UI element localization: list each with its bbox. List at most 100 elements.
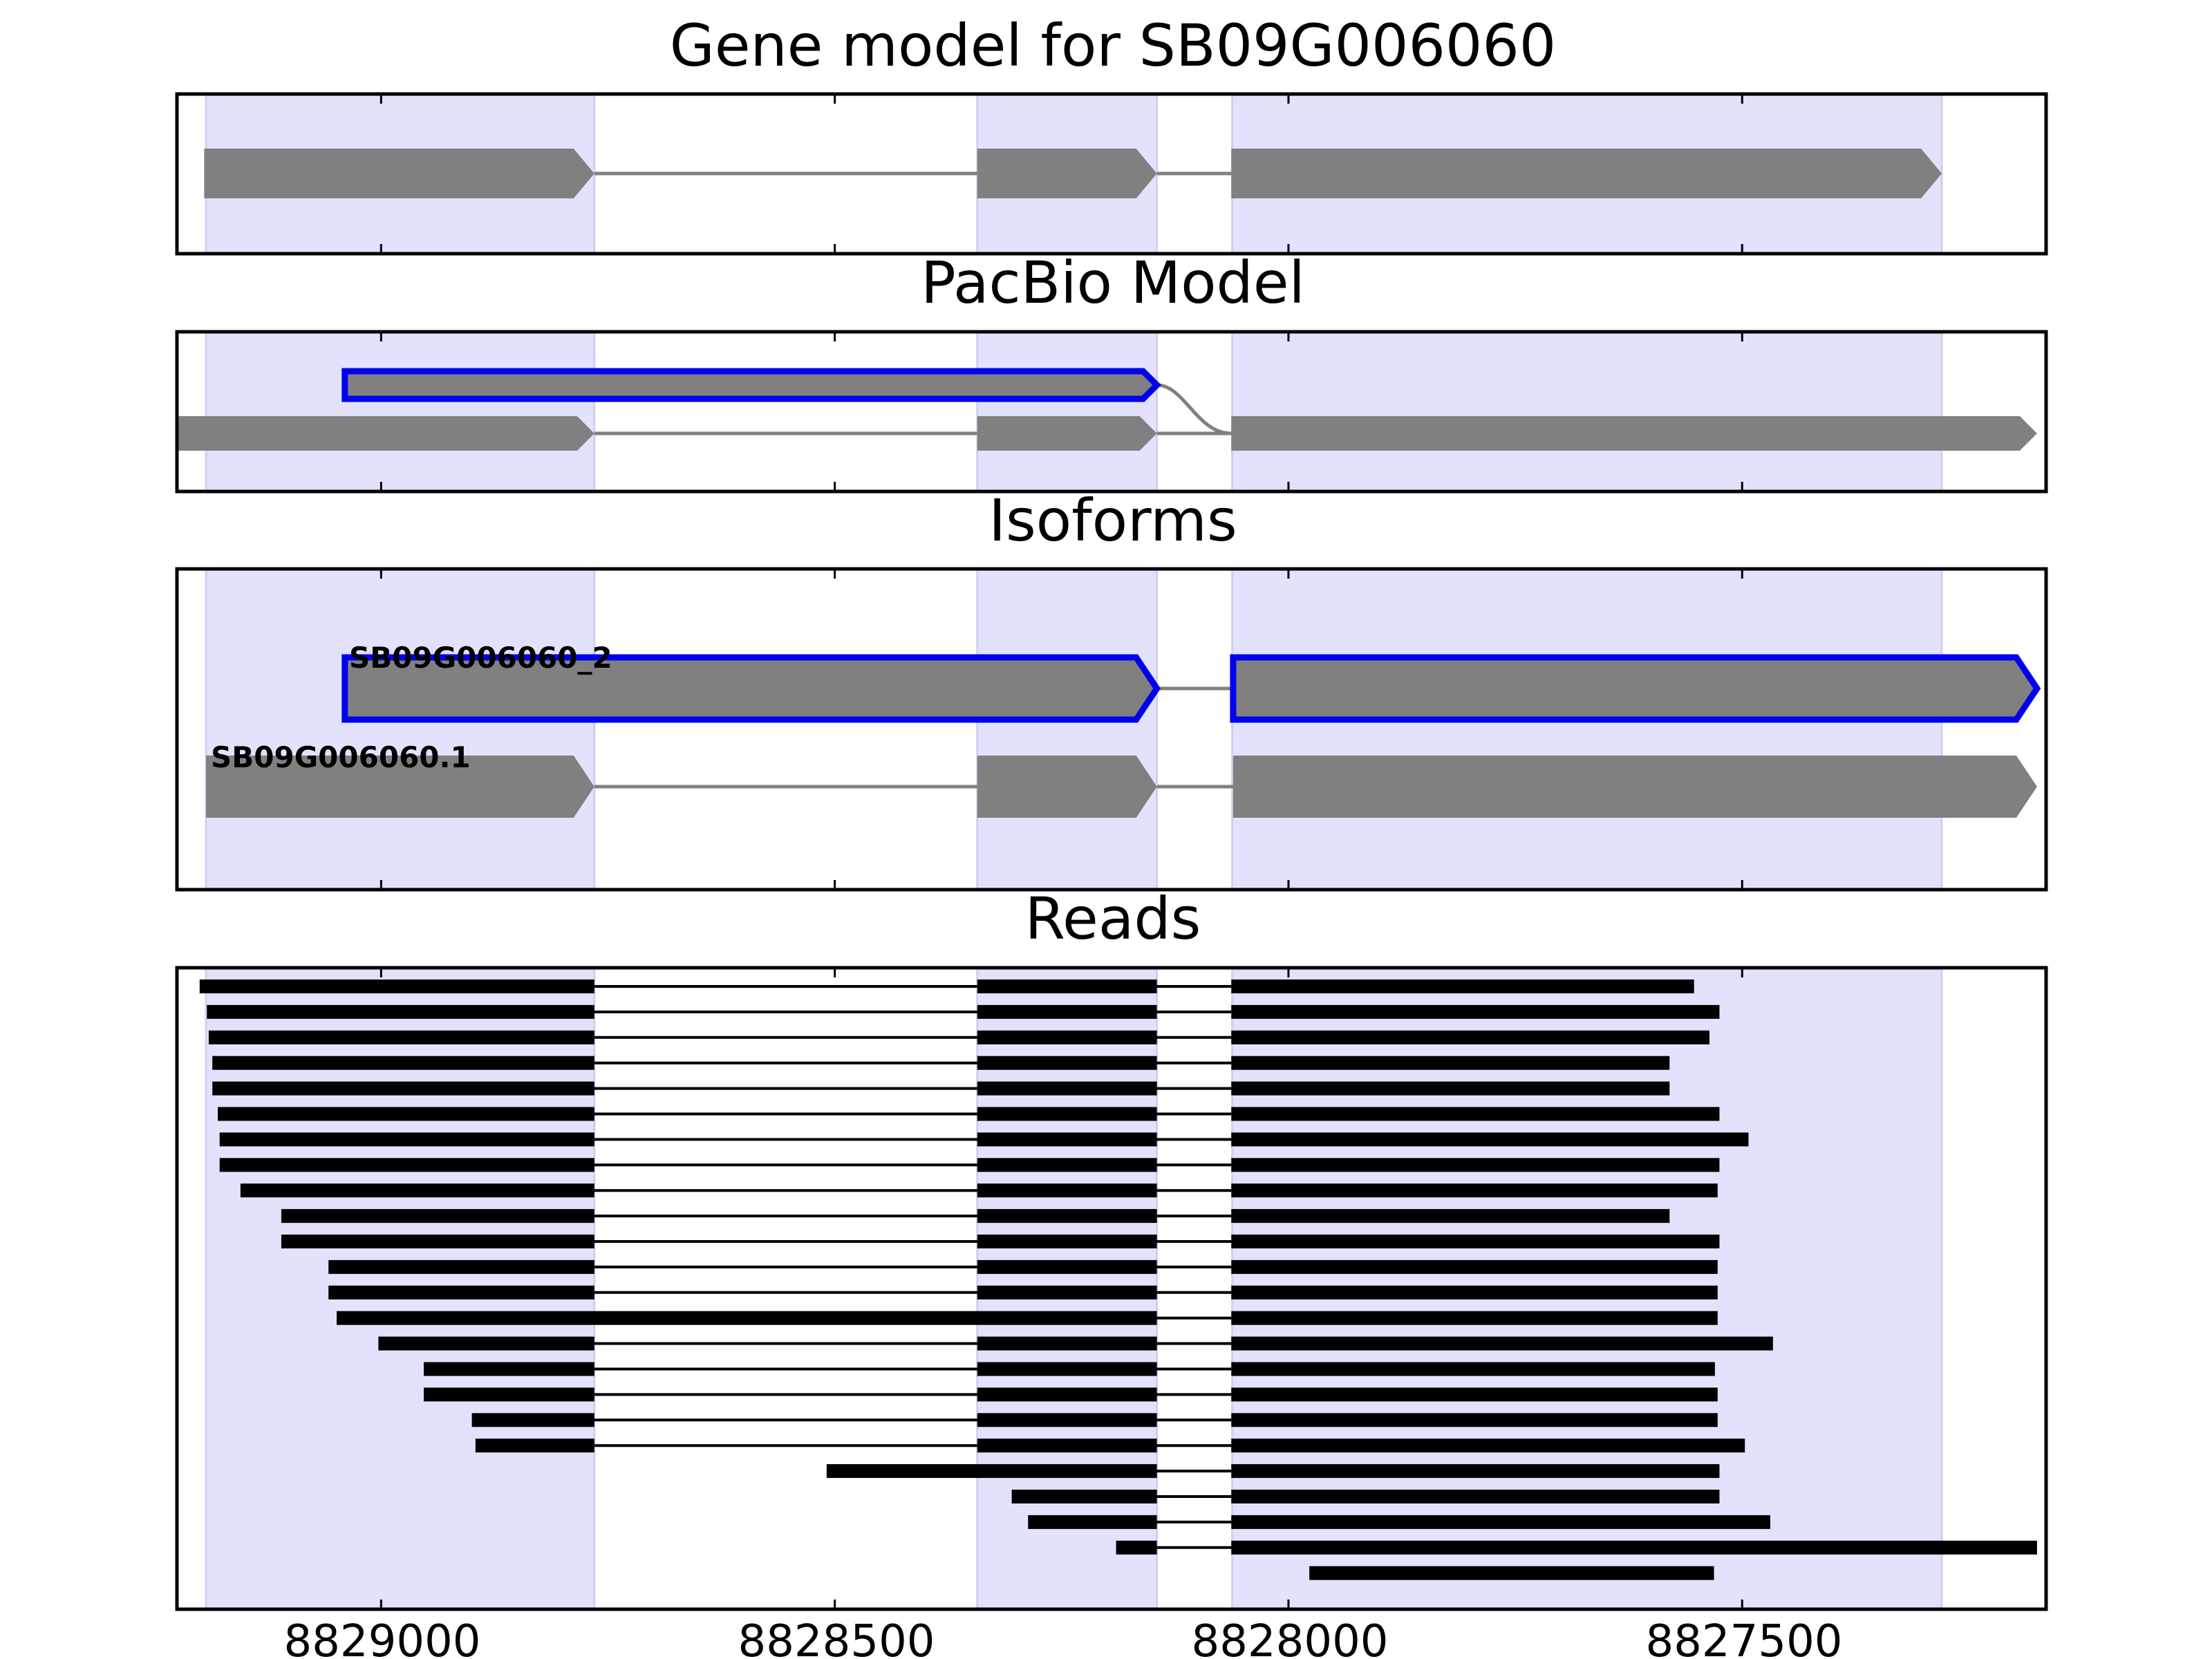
reads-title: Reads bbox=[1025, 885, 1201, 953]
gene-model-panel bbox=[204, 93, 1943, 255]
read-22-block-1 bbox=[1231, 1540, 2037, 1555]
read-18-block-2 bbox=[1231, 1438, 1745, 1453]
read-5-block-2 bbox=[1231, 1107, 1720, 1121]
read-9-block-0 bbox=[281, 1209, 594, 1224]
gene-model-title: Gene model for SB09G006060 bbox=[670, 12, 1556, 79]
pacbio-shaded-region-1 bbox=[976, 330, 1159, 493]
x-tick-label-1: 8828500 bbox=[738, 1616, 935, 1659]
isoform-0-exon-1 bbox=[1230, 654, 2041, 723]
reads-panel bbox=[199, 966, 2037, 1611]
pacbio-main-exon-1 bbox=[977, 416, 1157, 451]
read-2-block-0 bbox=[208, 1030, 594, 1044]
read-12-block-1 bbox=[977, 1285, 1157, 1300]
x-tick-label-0: 8829000 bbox=[283, 1616, 480, 1659]
read-16-block-1 bbox=[977, 1387, 1157, 1402]
read-11-block-2 bbox=[1231, 1259, 1718, 1274]
read-5-block-0 bbox=[218, 1107, 594, 1121]
read-10-block-0 bbox=[281, 1235, 594, 1248]
read-1-block-2 bbox=[1231, 1004, 1720, 1019]
read-8-block-1 bbox=[977, 1183, 1157, 1198]
pacbio-shaded-region-0 bbox=[205, 330, 596, 493]
read-4-block-0 bbox=[212, 1081, 594, 1096]
read-17-block-1 bbox=[977, 1413, 1157, 1427]
read-6-block-2 bbox=[1231, 1132, 1749, 1147]
isoform-1-exon-0 bbox=[206, 756, 594, 818]
read-8-block-2 bbox=[1231, 1183, 1718, 1198]
isoforms-shaded-region-0 bbox=[205, 568, 596, 891]
read-19-block-0 bbox=[826, 1464, 1157, 1479]
pacbio-model-panel bbox=[177, 330, 2037, 493]
read-15-block-0 bbox=[424, 1362, 594, 1376]
read-7-block-1 bbox=[977, 1158, 1157, 1172]
read-6-block-0 bbox=[219, 1132, 594, 1147]
read-21-block-0 bbox=[1028, 1515, 1157, 1529]
gene-model-exon-2 bbox=[1231, 149, 1942, 198]
x-tick-label-2: 8828000 bbox=[1191, 1616, 1388, 1659]
read-1-block-0 bbox=[207, 1004, 594, 1019]
read-6-block-1 bbox=[977, 1132, 1157, 1147]
gene-model-exon-0 bbox=[204, 149, 594, 198]
read-9-block-2 bbox=[1231, 1209, 1670, 1224]
read-10-block-1 bbox=[977, 1235, 1157, 1248]
isoforms-frame bbox=[175, 567, 2048, 892]
isoform-0-exon-0 bbox=[341, 654, 1161, 723]
pacbio-model-frame bbox=[175, 330, 2048, 494]
read-15-block-1 bbox=[977, 1362, 1157, 1376]
read-11-block-1 bbox=[977, 1259, 1157, 1274]
pacbio-connector bbox=[1156, 383, 1232, 435]
read-9-block-1 bbox=[977, 1209, 1157, 1224]
read-16-block-2 bbox=[1231, 1387, 1718, 1402]
pacbio-main-exon-0 bbox=[177, 416, 594, 451]
isoform-1-exon-2 bbox=[1232, 756, 2037, 818]
read-17-block-0 bbox=[471, 1413, 594, 1427]
read-4-block-2 bbox=[1231, 1081, 1670, 1096]
x-tick-label-3: 8827500 bbox=[1645, 1616, 1842, 1659]
read-14-block-1 bbox=[977, 1336, 1157, 1351]
pacbio-main-exon-2 bbox=[1231, 416, 2037, 451]
read-8-block-0 bbox=[240, 1183, 594, 1198]
read-22-block-0 bbox=[1116, 1540, 1157, 1555]
isoforms-shaded-region-1 bbox=[976, 568, 1159, 891]
read-20-block-0 bbox=[1011, 1490, 1157, 1503]
pacbio-highlight-exon bbox=[341, 368, 1161, 402]
read-10-block-2 bbox=[1231, 1235, 1720, 1248]
read-23-block-0 bbox=[1309, 1566, 1714, 1580]
read-3-block-1 bbox=[977, 1056, 1157, 1070]
read-14-block-2 bbox=[1231, 1336, 1773, 1351]
gene-model-exon-1 bbox=[977, 149, 1157, 198]
isoforms-panel bbox=[205, 568, 2041, 891]
isoforms-shaded-region-2 bbox=[1231, 568, 1943, 891]
read-7-block-0 bbox=[219, 1158, 594, 1172]
read-0-block-0 bbox=[199, 980, 594, 993]
isoform-label-2: SB09G006060_2 bbox=[349, 641, 612, 675]
read-0-block-2 bbox=[1231, 980, 1694, 993]
isoform-label-1: SB09G006060.1 bbox=[211, 740, 471, 774]
read-15-block-2 bbox=[1231, 1362, 1715, 1376]
read-20-block-1 bbox=[1231, 1490, 1720, 1503]
read-17-block-2 bbox=[1231, 1413, 1718, 1427]
read-0-block-1 bbox=[977, 980, 1157, 993]
read-2-block-2 bbox=[1231, 1030, 1710, 1044]
pacbio-model-title: PacBio Model bbox=[921, 249, 1305, 317]
gene-model-frame bbox=[175, 92, 2048, 256]
read-18-block-1 bbox=[977, 1438, 1157, 1453]
read-14-block-0 bbox=[378, 1336, 594, 1351]
read-1-block-1 bbox=[977, 1004, 1157, 1019]
read-16-block-0 bbox=[424, 1387, 594, 1402]
read-3-block-0 bbox=[212, 1056, 594, 1070]
read-12-block-2 bbox=[1231, 1285, 1718, 1300]
read-19-block-1 bbox=[1231, 1464, 1720, 1479]
read-13-block-0 bbox=[337, 1311, 1157, 1325]
reads-frame bbox=[175, 966, 2048, 1611]
read-5-block-1 bbox=[977, 1107, 1157, 1121]
read-21-block-1 bbox=[1231, 1515, 1770, 1529]
read-12-block-0 bbox=[328, 1285, 594, 1300]
read-7-block-2 bbox=[1231, 1158, 1720, 1172]
pacbio-shaded-region-2 bbox=[1231, 330, 1943, 493]
read-2-block-1 bbox=[977, 1030, 1157, 1044]
isoform-1-exon-1 bbox=[977, 756, 1157, 818]
read-3-block-2 bbox=[1231, 1056, 1670, 1070]
read-4-block-1 bbox=[977, 1081, 1157, 1096]
read-18-block-0 bbox=[475, 1438, 594, 1453]
